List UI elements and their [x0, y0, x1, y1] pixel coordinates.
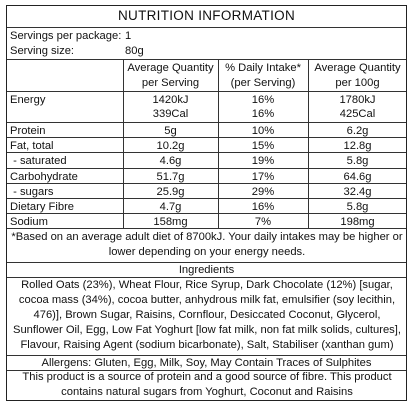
row-daily: 16% — [251, 201, 275, 213]
row-daily: 10% — [251, 125, 275, 137]
row-per100: 5.8g — [346, 201, 369, 213]
row-serving: 51.7g — [156, 171, 185, 183]
daily-intake-footnote: *Based on an average adult diet of 8700k… — [11, 231, 403, 258]
col-header-per100-line1: Average Quantity — [314, 62, 401, 74]
col-header-per100-line2: per 100g — [335, 77, 380, 89]
row-name: Energy — [10, 94, 46, 106]
divider — [7, 137, 406, 138]
row-per100: 12.8g — [343, 140, 372, 152]
col-header-serving-line2: per Serving — [141, 77, 200, 89]
divider — [7, 122, 406, 123]
nutrition-claim: This product is a source of protein and … — [22, 371, 392, 398]
allergens-statement: Allergens: Gluten, Egg, Milk, Soy, May C… — [41, 357, 372, 369]
row-daily: 17% — [251, 171, 275, 183]
row-daily: 16% — [251, 94, 275, 106]
col-header-daily-line2: (per Serving) — [230, 77, 296, 89]
divider — [7, 27, 406, 28]
row-name: - saturated — [10, 155, 67, 167]
row-name: Protein — [10, 125, 46, 137]
panel-title: NUTRITION INFORMATION — [117, 8, 296, 23]
row-per100: 64.6g — [343, 171, 372, 183]
divider — [7, 152, 406, 153]
row-daily: 29% — [251, 186, 275, 198]
col-header-daily-line1: % Daily Intake* — [225, 62, 301, 74]
servings-per-package-value: 1 — [125, 30, 132, 42]
divider — [7, 355, 406, 356]
divider — [7, 228, 406, 229]
row-per100: 5.8g — [346, 155, 369, 167]
row-daily: 15% — [251, 140, 275, 152]
row-serving: 1420kJ — [152, 94, 189, 106]
divider — [7, 262, 406, 263]
row-serving: 339Cal — [152, 108, 189, 120]
row-serving: 4.7g — [159, 201, 182, 213]
row-name: Carbohydrate — [10, 171, 78, 183]
row-daily: 16% — [251, 108, 275, 120]
row-per100: 1780kJ — [339, 94, 376, 106]
row-serving: 5g — [164, 125, 177, 137]
row-serving: 10.2g — [156, 140, 185, 152]
row-serving: 25.9g — [156, 186, 185, 198]
divider — [7, 91, 406, 92]
column-divider — [218, 59, 219, 228]
divider — [7, 213, 406, 214]
nutrition-panel: NUTRITION INFORMATION Servings per packa… — [6, 5, 407, 401]
row-per100: 425Cal — [339, 108, 376, 120]
divider — [7, 168, 406, 169]
row-name: - sugars — [10, 186, 54, 198]
divider — [7, 59, 406, 60]
servings-per-package-label: Servings per package: — [10, 30, 122, 42]
serving-size-label: Serving size: — [10, 45, 75, 57]
divider — [7, 277, 406, 278]
row-serving: 158mg — [153, 216, 188, 228]
row-per100: 198mg — [340, 216, 375, 228]
row-name: Fat, total — [10, 140, 54, 152]
row-daily: 7% — [254, 216, 272, 228]
ingredients-text: Rolled Oats (23%), Wheat Flour, Rice Syr… — [12, 279, 401, 351]
col-header-serving-line1: Average Quantity — [127, 62, 214, 74]
row-name: Dietary Fibre — [10, 201, 75, 213]
divider — [7, 370, 406, 371]
divider — [7, 198, 406, 199]
serving-size-value: 80g — [125, 45, 144, 57]
row-per100: 6.2g — [346, 125, 369, 137]
row-daily: 19% — [251, 155, 275, 167]
row-serving: 4.6g — [159, 155, 182, 167]
column-divider — [123, 59, 124, 228]
row-name: Sodium — [10, 216, 48, 228]
column-divider — [308, 59, 309, 228]
divider — [7, 183, 406, 184]
ingredients-heading: Ingredients — [178, 264, 235, 276]
row-per100: 32.4g — [343, 186, 372, 198]
